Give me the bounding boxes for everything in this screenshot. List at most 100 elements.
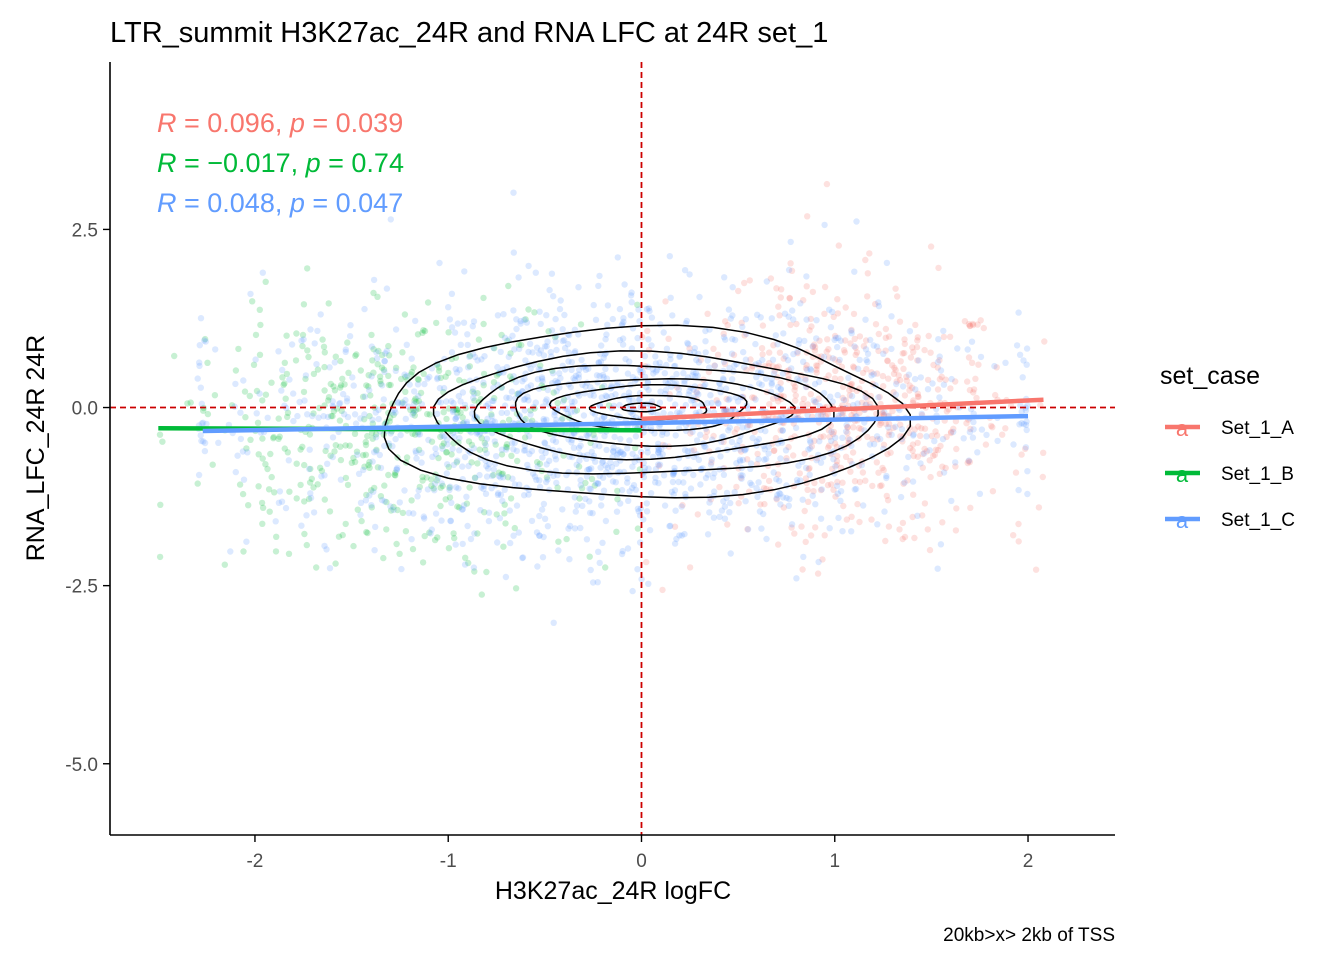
point-set-1-c	[589, 510, 596, 517]
point-set-1-c	[680, 370, 687, 377]
point-set-1-c	[620, 450, 627, 458]
point-set-1-c	[307, 326, 314, 333]
point-set-1-c	[416, 431, 424, 438]
point-set-1-a	[711, 362, 718, 369]
point-set-1-c	[298, 337, 305, 344]
point-set-1-c	[634, 505, 642, 512]
point-set-1-c	[508, 440, 516, 447]
point-set-1-a	[919, 450, 926, 458]
point-set-1-a	[833, 443, 841, 450]
point-set-1-a	[796, 470, 803, 477]
point-set-1-c	[755, 456, 762, 463]
point-set-1-c	[627, 292, 635, 299]
point-set-1-b	[475, 336, 483, 343]
point-set-1-c	[536, 532, 543, 539]
point-set-1-c	[622, 355, 629, 363]
point-set-1-c	[864, 358, 871, 366]
legend-item-set-1-b: a Set_1_B	[1165, 462, 1294, 487]
point-set-1-b	[478, 591, 485, 598]
point-set-1-c	[309, 412, 316, 420]
point-set-1-a	[864, 270, 871, 277]
point-set-1-b	[501, 510, 508, 517]
point-set-1-a	[1032, 566, 1040, 573]
point-set-1-a	[912, 321, 919, 329]
point-set-1-b	[554, 484, 561, 491]
point-set-1-c	[806, 471, 813, 478]
point-set-1-c	[601, 351, 608, 358]
point-set-1-c	[483, 462, 490, 470]
point-set-1-a	[977, 317, 984, 324]
point-set-1-c	[1018, 408, 1025, 415]
point-set-1-b	[270, 433, 277, 441]
point-set-1-a	[973, 394, 980, 402]
point-set-1-c	[500, 311, 507, 318]
point-set-1-a	[982, 441, 990, 448]
point-set-1-c	[392, 435, 399, 443]
point-set-1-c	[387, 503, 394, 510]
point-set-1-b	[426, 529, 433, 536]
point-set-1-c	[858, 462, 865, 469]
point-set-1-a	[880, 441, 888, 448]
point-set-1-c	[648, 342, 655, 349]
point-set-1-c	[403, 341, 410, 348]
point-set-1-b	[514, 390, 521, 398]
point-set-1-c	[818, 486, 825, 493]
point-set-1-c	[482, 490, 490, 497]
point-set-1-c	[843, 421, 850, 429]
point-set-1-b	[357, 367, 364, 374]
point-set-1-a	[714, 351, 722, 358]
point-set-1-c	[625, 497, 632, 504]
point-set-1-a	[792, 383, 799, 390]
point-set-1-b	[320, 343, 328, 350]
point-set-1-c	[814, 412, 822, 419]
point-set-1-b	[413, 398, 420, 406]
point-set-1-b	[256, 351, 264, 358]
point-set-1-c	[690, 368, 697, 376]
point-set-1-b	[304, 347, 311, 354]
point-set-1-c	[457, 341, 464, 348]
point-set-1-c	[298, 522, 305, 529]
point-set-1-c	[471, 353, 479, 361]
point-set-1-c	[558, 416, 565, 423]
point-set-1-c	[641, 353, 649, 360]
point-set-1-a	[794, 349, 801, 357]
point-set-1-c	[546, 286, 553, 294]
point-set-1-b	[410, 409, 417, 417]
point-set-1-c	[923, 433, 930, 440]
point-set-1-a	[900, 480, 907, 487]
point-set-1-c	[848, 528, 855, 535]
point-set-1-b	[302, 375, 309, 383]
point-set-1-c	[477, 507, 484, 514]
point-set-1-a	[799, 566, 806, 573]
point-set-1-c	[620, 451, 627, 458]
point-set-1-c	[482, 441, 489, 449]
point-set-1-b	[374, 293, 381, 300]
point-set-1-c	[598, 415, 606, 422]
point-set-1-a	[856, 518, 863, 526]
point-set-1-c	[495, 490, 502, 497]
point-set-1-b	[350, 542, 357, 550]
point-set-1-b	[586, 553, 593, 560]
point-set-1-a	[808, 443, 816, 450]
point-set-1-b	[279, 374, 286, 381]
reference-lines	[110, 62, 1115, 835]
point-set-1-a	[965, 321, 973, 328]
point-set-1-c	[602, 365, 609, 373]
point-set-1-c	[662, 386, 670, 394]
point-set-1-a	[924, 526, 931, 533]
point-set-1-c	[389, 443, 396, 450]
point-set-1-c	[381, 498, 388, 505]
point-set-1-c	[691, 401, 699, 409]
point-set-1-c	[528, 517, 536, 525]
point-set-1-a	[824, 444, 832, 451]
point-set-1-c	[502, 446, 510, 453]
point-set-1-b	[521, 434, 529, 441]
point-set-1-c	[779, 427, 786, 434]
point-set-1-b	[450, 530, 457, 537]
point-set-1-c	[551, 412, 558, 419]
point-set-1-a	[821, 283, 829, 291]
point-set-1-b	[399, 509, 407, 517]
point-set-1-c	[654, 366, 661, 374]
point-set-1-b	[319, 336, 326, 343]
point-set-1-a	[885, 523, 893, 530]
